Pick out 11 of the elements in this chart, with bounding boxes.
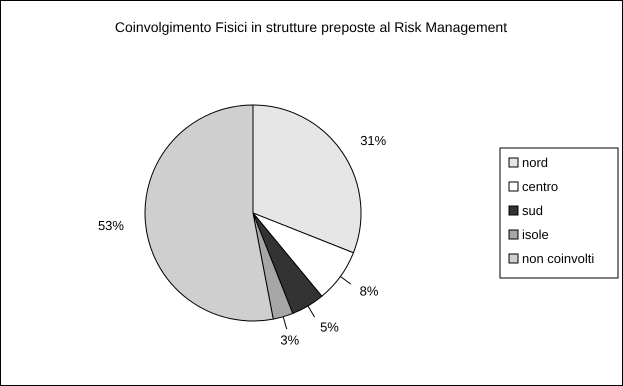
legend-label: nord bbox=[522, 155, 548, 170]
data-label: 5% bbox=[320, 319, 340, 334]
data-label: 8% bbox=[360, 283, 379, 298]
legend-label: centro bbox=[522, 179, 558, 194]
data-label: 31% bbox=[360, 133, 387, 148]
legend-label: isole bbox=[522, 227, 549, 242]
data-label: 3% bbox=[280, 332, 300, 348]
legend-label: non coinvolti bbox=[522, 251, 594, 266]
legend-label: sud bbox=[522, 203, 543, 218]
data-label: 53% bbox=[98, 218, 124, 234]
chart-title: Coinvolgimento Fisici in strutture preposte al Risk Management bbox=[114, 19, 508, 35]
